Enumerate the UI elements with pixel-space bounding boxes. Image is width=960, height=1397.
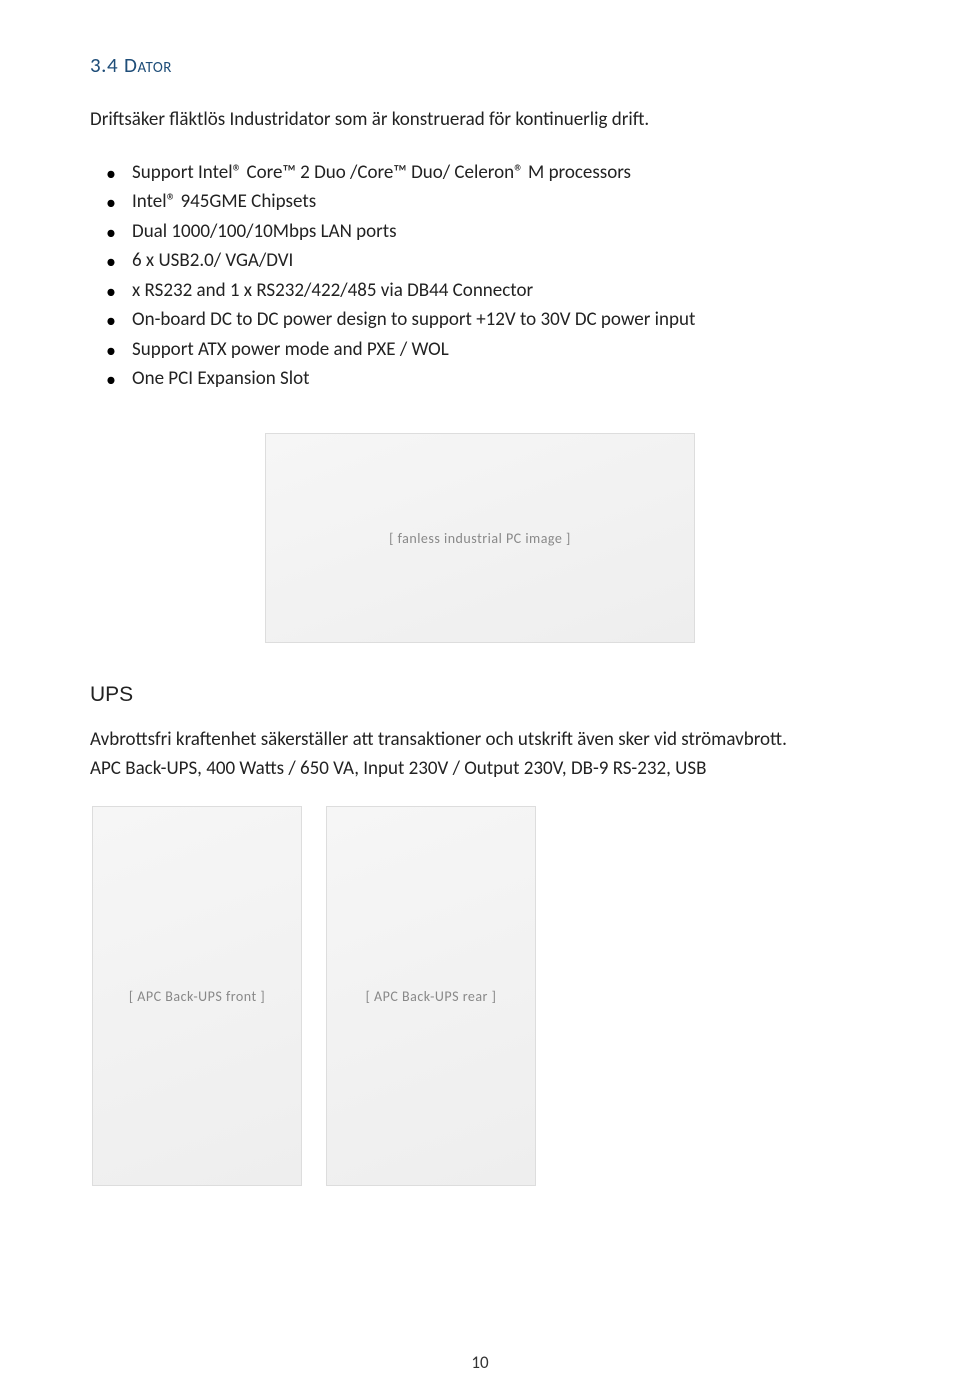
page: 3.4 Dator Driftsäker fläktlös Industrida… <box>0 0 960 1397</box>
ups-back-image: [ APC Back-UPS rear ] <box>326 806 536 1186</box>
section-title: Dator <box>124 52 172 78</box>
section-heading: 3.4 Dator <box>90 50 870 79</box>
computer-image: [ fanless industrial PC image ] <box>265 433 695 643</box>
ups-paragraph-1: Avbrottsfri kraftenhet säkerställer att … <box>90 727 870 754</box>
spec-item: Intel® 945GME Chipsets <box>132 188 870 216</box>
spec-item: On-board DC to DC power design to suppor… <box>132 306 870 334</box>
spec-item: One PCI Expansion Slot <box>132 365 870 393</box>
spec-item: Support ATX power mode and PXE / WOL <box>132 336 870 364</box>
spec-list: Support Intel® Core™ 2 Duo /Core™ Duo/ C… <box>90 159 870 393</box>
ups-images: [ APC Back-UPS front ] [ APC Back-UPS re… <box>92 806 870 1186</box>
spec-item: 6 x USB2.0/ VGA/DVI <box>132 247 870 275</box>
section-number: 3.4 <box>90 52 118 78</box>
ups-front-image: [ APC Back-UPS front ] <box>92 806 302 1186</box>
spec-item: x RS232 and 1 x RS232/422/485 via DB44 C… <box>132 277 870 305</box>
ups-heading: UPS <box>90 683 870 707</box>
intro-paragraph: Driftsäker fläktlös Industridator som är… <box>90 107 870 133</box>
page-number: 10 <box>0 1352 960 1373</box>
spec-item: Dual 1000/100/10Mbps LAN ports <box>132 218 870 246</box>
spec-item: Support Intel® Core™ 2 Duo /Core™ Duo/ C… <box>132 159 870 187</box>
computer-image-wrap: [ fanless industrial PC image ] <box>90 433 870 643</box>
ups-paragraph-2: APC Back-UPS, 400 Watts / 650 VA, Input … <box>90 756 870 783</box>
